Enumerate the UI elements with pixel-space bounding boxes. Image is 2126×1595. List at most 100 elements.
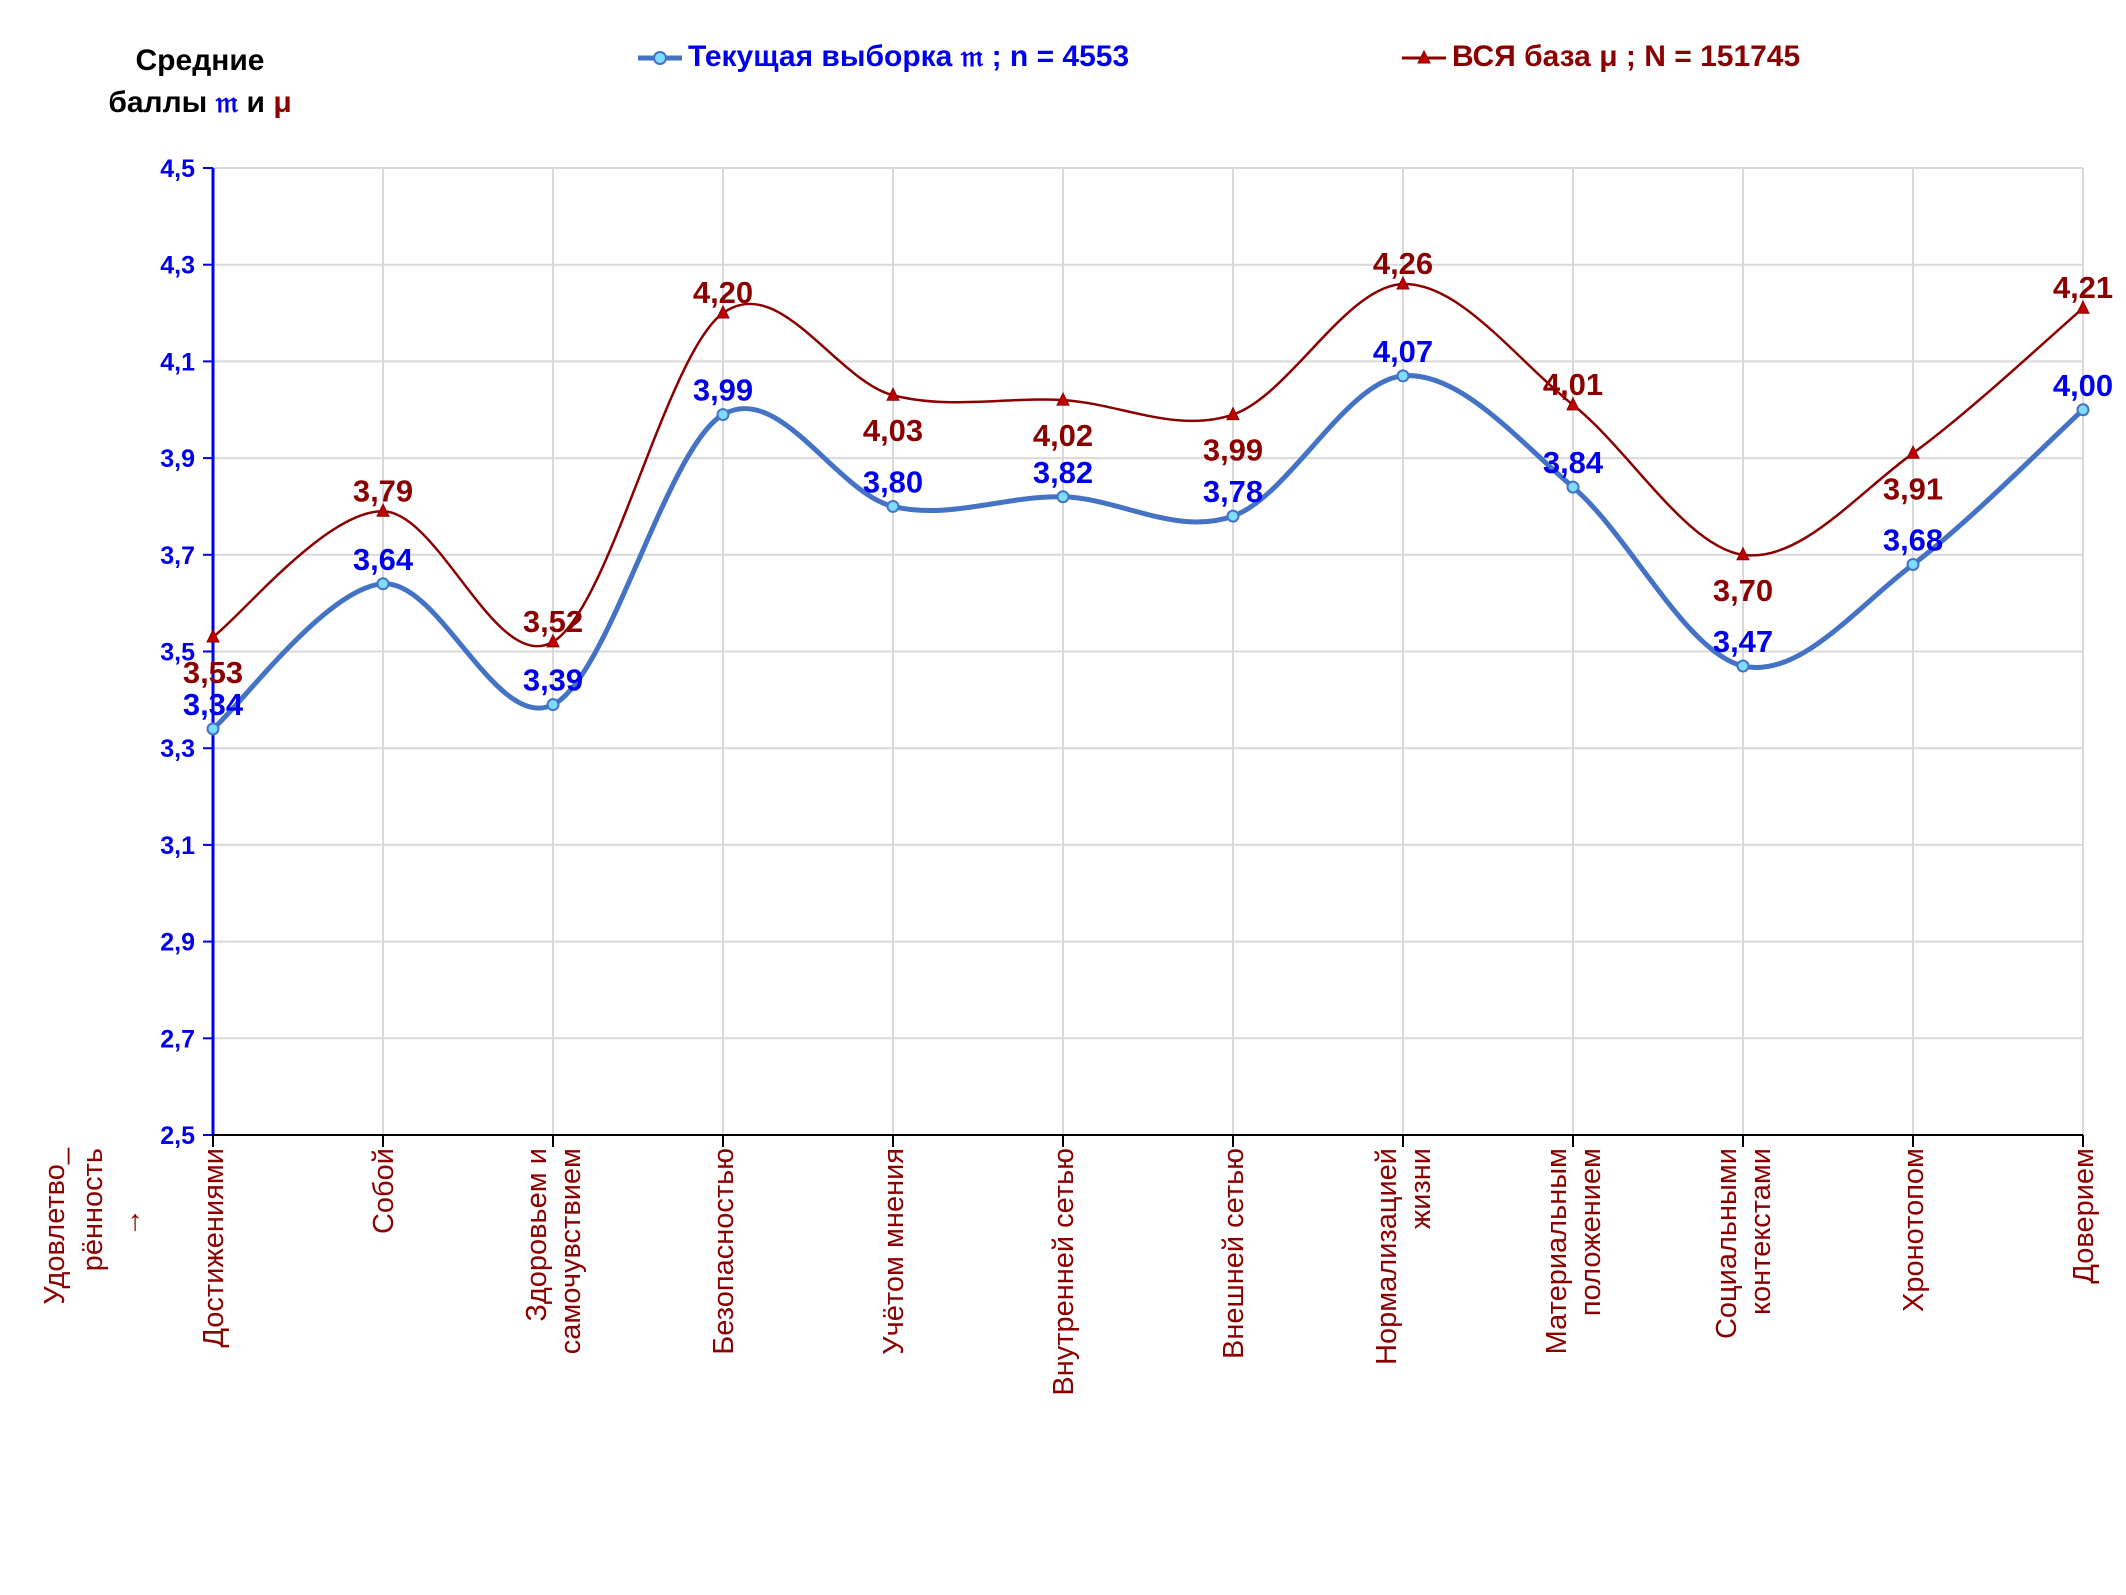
x-axis-title-line: рённость: [77, 1148, 109, 1271]
data-point-current: [376, 577, 390, 591]
legend-swatch-current: [638, 51, 682, 66]
y-tick-label: 3,7: [160, 542, 195, 570]
x-tick-label: Здоровьем исамочувствием: [521, 1148, 587, 1354]
x-axis-title: Удовлетво_ рённость →: [39, 1147, 147, 1305]
data-label-base: 3,79: [353, 473, 413, 508]
data-label-base: 3,91: [1883, 471, 1943, 506]
y-tick-label: 3,1: [160, 832, 195, 860]
data-label-base: 3,70: [1713, 573, 1773, 608]
x-tick-label-line: Доверием: [2068, 1148, 2100, 1284]
x-tick-label: Собой: [368, 1148, 400, 1234]
data-label-base: 4,26: [1373, 246, 1433, 281]
data-label-current: 3,99: [693, 373, 753, 408]
data-label-current: 3,68: [1883, 522, 1943, 557]
y-tick-label: 3,3: [160, 735, 195, 763]
x-axis-title-line: →: [115, 1208, 147, 1237]
data-label-current: 3,64: [353, 542, 414, 577]
x-tick-label: Внутренней сетью: [1048, 1148, 1080, 1396]
data-point-current: [716, 408, 730, 422]
x-tick-label: Учётом мнения: [878, 1148, 910, 1355]
x-tick-label-line: контекстами: [1745, 1148, 1777, 1315]
x-tick-label-line: Безопасностью: [708, 1148, 740, 1355]
data-point-base: [546, 633, 560, 648]
data-point-base: [1056, 391, 1070, 406]
data-label-base: 3,52: [523, 604, 583, 639]
y-tick-label: 2,5: [160, 1122, 195, 1150]
x-tick-label: Материальнымположением: [1541, 1148, 1607, 1354]
x-tick-label-line: Внутренней сетью: [1048, 1148, 1080, 1396]
y-axis-title-line2: баллы 𝔪 и μ: [100, 82, 300, 124]
data-label-current: 3,84: [1543, 445, 1604, 480]
data-point-base: [376, 503, 390, 517]
data-point-current: [2076, 403, 2090, 417]
data-label-base: 4,03: [863, 413, 923, 448]
x-tick-label-line: Внешней сетью: [1218, 1148, 1250, 1359]
x-tick-label: Хронотопом: [1898, 1148, 1930, 1312]
legend-item-base: ВСЯ база μ ; N = 151745: [1400, 40, 1800, 74]
x-tick-label-line: Достижениями: [198, 1148, 230, 1348]
data-point-base: [1736, 546, 1750, 561]
data-label-current: 3,80: [863, 464, 923, 499]
legend-swatch-base: [1402, 49, 1446, 64]
x-tick-label-line: Материальным: [1541, 1148, 1573, 1354]
legend-label-current: Текущая выборка 𝔪 ; n = 4553: [688, 40, 1130, 73]
x-tick-label-line: Здоровьем и: [521, 1148, 553, 1322]
y-axis-title-symbol-mu: μ: [273, 86, 292, 119]
x-tick-label-line: Нормализацией: [1371, 1148, 1403, 1365]
x-tick-label-line: Учётом мнения: [878, 1148, 910, 1355]
y-axis-title: Средние баллы 𝔪 и μ: [100, 40, 300, 124]
x-tick-label-line: Социальными: [1711, 1148, 1743, 1339]
data-label-current: 3,47: [1713, 624, 1773, 659]
x-tick-label: Достижениями: [198, 1148, 230, 1348]
x-tick-label-line: жизни: [1405, 1148, 1437, 1229]
data-point-current: [1056, 490, 1070, 504]
data-point-base: [1396, 275, 1410, 290]
x-tick-label-line: Собой: [368, 1148, 400, 1234]
data-point-current: [1736, 659, 1750, 673]
data-point-base: [1906, 445, 1920, 459]
data-label-current: 3,39: [523, 663, 583, 698]
data-point-base: [716, 304, 730, 319]
legend-item-current: Текущая выборка 𝔪 ; n = 4553: [636, 40, 1129, 74]
data-label-current: 4,07: [1373, 334, 1433, 369]
y-axis-title-conjunction: и: [238, 86, 274, 119]
data-point-current: [1396, 369, 1410, 383]
y-tick-label: 4,3: [160, 252, 195, 280]
x-tick-label: Безопасностью: [708, 1148, 740, 1355]
data-point-base: [1566, 396, 1580, 411]
y-axis-title-symbol-current: 𝔪: [215, 86, 239, 119]
x-tick-label-line: самочувствием: [555, 1148, 587, 1354]
data-label-base: 4,01: [1543, 367, 1603, 402]
data-label-current: 4,00: [2053, 368, 2113, 403]
data-label-base: 4,20: [693, 275, 753, 310]
series-line-current: [211, 373, 2085, 731]
data-point-base: [886, 387, 900, 401]
series-line-base: [212, 282, 2084, 648]
y-tick-label: 3,9: [160, 445, 195, 473]
data-point-base: [1226, 406, 1240, 421]
y-tick-label: 2,7: [160, 1025, 195, 1053]
x-tick-label: Доверием: [2068, 1148, 2100, 1284]
data-label-current: 3,82: [1033, 455, 1093, 490]
y-tick-label: 2,9: [160, 929, 195, 957]
x-tick-label: Нормализациейжизни: [1371, 1148, 1437, 1365]
x-tick-label: Внешней сетью: [1218, 1148, 1250, 1359]
y-tick-label: 3,5: [160, 639, 195, 667]
data-point-current: [1906, 557, 1920, 571]
y-axis-title-line1: Средние: [135, 44, 265, 77]
y-tick-label: 4,1: [160, 348, 195, 376]
x-axis-title-line: Удовлетво_: [39, 1147, 71, 1305]
data-label-current: 3,34: [183, 687, 244, 722]
x-tick-label-line: положением: [1575, 1148, 1607, 1316]
x-tick-label: Социальнымиконтекстами: [1711, 1148, 1777, 1339]
data-label-base: 3,53: [183, 655, 243, 690]
x-tick-label-line: Хронотопом: [1898, 1148, 1930, 1312]
data-point-current: [1226, 509, 1240, 523]
data-point-current: [1566, 480, 1580, 494]
data-label-base: 4,21: [2053, 270, 2113, 305]
data-point-base: [2076, 300, 2090, 314]
data-label-current: 3,78: [1203, 474, 1263, 509]
legend-label-base: ВСЯ база μ ; N = 151745: [1452, 40, 1801, 73]
data-label-base: 4,02: [1033, 418, 1093, 453]
